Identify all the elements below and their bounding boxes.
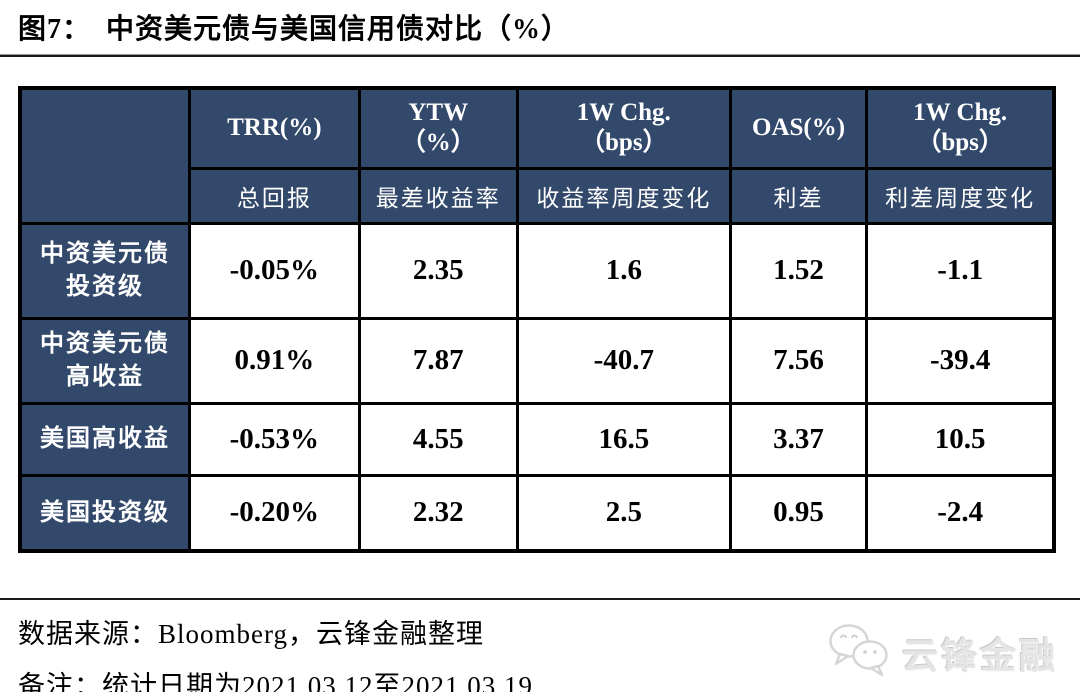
header-line: （%）	[400, 129, 476, 157]
cell-oas-chg: -2.4	[865, 473, 1056, 553]
cell-oas-chg: -39.4	[865, 316, 1056, 405]
cell-trr: -0.20%	[188, 473, 361, 553]
title-divider	[0, 54, 1080, 57]
row-label-us-hy: 美国高收益	[18, 401, 192, 477]
header-line: 1W Chg.	[576, 99, 671, 127]
bond-comparison-table: TRR(%) YTW （%） 1W Chg. （bps） OAS(%) 1W C…	[18, 86, 1056, 553]
wechat-chat-bubbles-icon	[826, 621, 892, 684]
row-label-line: 中资美元债	[40, 331, 171, 358]
cell-oas: 3.37	[728, 401, 869, 477]
row-label-line: 高收益	[66, 363, 145, 390]
figure-title: 图7： 中资美元债与美国信用债对比（%）	[18, 14, 571, 45]
cell-trr: 0.91%	[188, 316, 361, 405]
row-label-us-ig: 美国投资级	[18, 473, 192, 553]
header-line: YTW	[408, 99, 469, 127]
col-subheader-oas-1w-chg: 利差周度变化	[865, 166, 1056, 225]
col-subheader-oas: 利差	[728, 166, 869, 225]
cell-ytw: 4.55	[357, 401, 519, 477]
cell-trr: -0.05%	[188, 221, 361, 320]
col-header-ytw: YTW （%）	[357, 86, 519, 170]
col-header-oas-1w-chg: 1W Chg. （bps）	[865, 86, 1056, 170]
col-subheader-ytw: 最差收益率	[357, 166, 519, 225]
row-label-line: 中资美元债	[40, 241, 171, 268]
cell-oas-chg: -1.1	[865, 221, 1056, 320]
row-label-line: 投资级	[66, 273, 145, 300]
table-row: 美国高收益 -0.53% 4.55 16.5 3.37 10.5	[18, 401, 1056, 477]
table-row: 美国投资级 -0.20% 2.32 2.5 0.95 -2.4	[18, 473, 1056, 553]
table-row: 中资美元债 投资级 -0.05% 2.35 1.6 1.52 -1.1	[18, 221, 1056, 320]
cell-ytw: 7.87	[357, 316, 519, 405]
header-row-2: 总回报 最差收益率 收益率周度变化 利差 利差周度变化	[20, 166, 1056, 225]
header-line: （bps）	[916, 129, 1004, 157]
watermark: 云锋金融	[826, 621, 1058, 684]
cell-oas: 0.95	[728, 473, 869, 553]
cell-oas: 1.52	[728, 221, 869, 320]
header-line: 1W Chg.	[913, 99, 1008, 127]
cell-ytw-chg: 16.5	[515, 401, 732, 477]
cell-ytw: 2.32	[357, 473, 519, 553]
cell-oas: 7.56	[728, 316, 869, 405]
col-subheader-ytw-1w-chg: 收益率周度变化	[515, 166, 732, 225]
figure-title-bar: 图7： 中资美元债与美国信用债对比（%）	[0, 0, 1080, 47]
cell-oas-chg: 10.5	[865, 401, 1056, 477]
cell-ytw-chg: 2.5	[515, 473, 732, 553]
cell-ytw-chg: 1.6	[515, 221, 732, 320]
table-corner-cell	[18, 86, 192, 225]
row-label-china-hy: 中资美元债 高收益	[18, 316, 192, 405]
col-header-ytw-1w-chg: 1W Chg. （bps）	[515, 86, 732, 170]
col-header-oas: OAS(%)	[728, 86, 869, 170]
watermark-brand-text: 云锋金融	[901, 635, 1058, 676]
table-row: 中资美元债 高收益 0.91% 7.87 -40.7 7.56 -39.4	[18, 316, 1056, 405]
header-line: OAS(%)	[752, 114, 846, 142]
cell-trr: -0.53%	[188, 401, 361, 477]
cell-ytw-chg: -40.7	[515, 316, 732, 405]
col-subheader-trr: 总回报	[188, 166, 361, 225]
row-label-line: 美国投资级	[40, 499, 171, 526]
note-text: 备注：统计日期为2021.03.12至2021.03.19	[18, 671, 533, 692]
col-header-trr: TRR(%)	[188, 86, 361, 170]
header-line: （bps）	[580, 129, 668, 157]
header-row-1: TRR(%) YTW （%） 1W Chg. （bps） OAS(%) 1W C…	[18, 86, 1056, 225]
row-label-line: 美国高收益	[40, 425, 171, 452]
cell-ytw: 2.35	[357, 221, 519, 320]
header-line: TRR(%)	[227, 114, 322, 142]
data-source-text: 数据来源：Bloomberg，云锋金融整理	[18, 619, 484, 649]
row-label-china-ig: 中资美元债 投资级	[18, 221, 192, 320]
footer-divider	[0, 598, 1080, 600]
table-container: TRR(%) YTW （%） 1W Chg. （bps） OAS(%) 1W C…	[18, 86, 1056, 553]
